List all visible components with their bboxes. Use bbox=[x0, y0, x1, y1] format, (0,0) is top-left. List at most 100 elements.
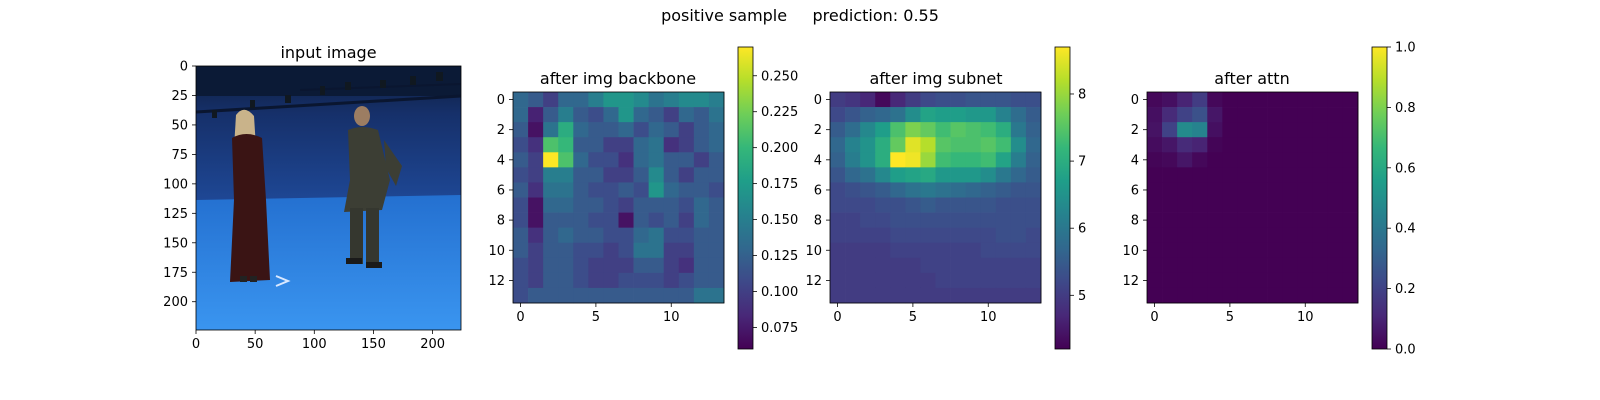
heatmap-cell bbox=[1327, 122, 1344, 138]
heatmap-cell bbox=[875, 272, 891, 289]
heatmap-cell bbox=[513, 137, 529, 153]
y-tick-label: 4 bbox=[814, 153, 822, 168]
heatmap-cell bbox=[995, 272, 1012, 289]
heatmap-cell bbox=[1237, 152, 1253, 168]
heatmap-cell bbox=[648, 242, 665, 259]
colorbar-tick-label: 7 bbox=[1078, 155, 1086, 170]
heatmap-cell bbox=[1267, 122, 1283, 138]
heatmap-cell bbox=[980, 182, 997, 198]
heatmap-cell bbox=[1312, 167, 1329, 183]
heatmap-cell bbox=[588, 287, 604, 304]
heatmap-cell bbox=[1237, 122, 1253, 138]
heatmap-cell bbox=[528, 167, 544, 183]
heatmap-cell bbox=[1177, 122, 1193, 138]
heatmap-cell bbox=[543, 197, 559, 213]
heatmap-cell bbox=[995, 167, 1012, 183]
heatmap-cell bbox=[950, 242, 966, 259]
colorbar-tick-label: 0.4 bbox=[1395, 222, 1416, 237]
heatmap-cell bbox=[1342, 152, 1359, 168]
heatmap-cell bbox=[1237, 182, 1253, 198]
heatmap-cell bbox=[1342, 257, 1359, 274]
heatmap-cell bbox=[1252, 227, 1268, 244]
heatmap-cell bbox=[603, 137, 619, 153]
heatmap-cell bbox=[1342, 227, 1359, 244]
heatmap-cell bbox=[558, 287, 574, 304]
heatmap-cell bbox=[1282, 227, 1299, 244]
heatmap-cell bbox=[935, 227, 951, 244]
heatmap-cell bbox=[920, 272, 936, 289]
heatmap-cell bbox=[1010, 242, 1027, 259]
heatmap-cell bbox=[513, 107, 529, 123]
heatmap-cell bbox=[1025, 212, 1042, 228]
heatmap-cell bbox=[1147, 287, 1163, 304]
heatmap-cell bbox=[905, 212, 921, 228]
heatmap-cell bbox=[573, 242, 589, 259]
heatmap-cell bbox=[1177, 242, 1193, 259]
heatmap-cell bbox=[1025, 92, 1042, 108]
heatmap-cell bbox=[1147, 182, 1163, 198]
heatmap-cell bbox=[1342, 92, 1359, 108]
heatmap-cell bbox=[678, 197, 695, 213]
heatmap-cell bbox=[1252, 182, 1268, 198]
heatmap-cell bbox=[875, 257, 891, 274]
heatmap-cell bbox=[1025, 167, 1042, 183]
heatmap-cell bbox=[995, 242, 1012, 259]
heatmap-cell bbox=[875, 122, 891, 138]
heatmap-cell bbox=[1267, 287, 1283, 304]
heatmap-cell bbox=[693, 197, 710, 213]
heatmap-cell bbox=[528, 137, 544, 153]
heatmap-cell bbox=[845, 167, 861, 183]
heatmap-cell bbox=[708, 287, 725, 304]
heatmap-cell bbox=[1252, 152, 1268, 168]
heatmap-cell bbox=[860, 107, 876, 123]
attn-colorbar bbox=[1372, 47, 1387, 349]
heatmap-cell bbox=[1252, 197, 1268, 213]
heatmap-cell bbox=[588, 122, 604, 138]
heatmap-cell bbox=[1207, 287, 1223, 304]
heatmap-cell bbox=[950, 212, 966, 228]
attn-heatmap-panel: after attn 0 5 10 0 2 4 6 8 10 12 0.0 0.2 0.4 0.6 0.8… bbox=[1122, 41, 1415, 358]
y-tick-label: 2 bbox=[1131, 123, 1139, 138]
colorbar-tick-label: 0.8 bbox=[1395, 101, 1416, 116]
heatmap-cell bbox=[875, 167, 891, 183]
heatmap-cell bbox=[860, 242, 876, 259]
x-tick-label: 5 bbox=[592, 310, 600, 325]
heatmap-cell bbox=[708, 242, 725, 259]
heatmap-cell bbox=[950, 257, 966, 274]
heatmap-cell bbox=[905, 272, 921, 289]
heatmap-cell bbox=[573, 272, 589, 289]
input-image bbox=[196, 66, 461, 330]
heatmap-cell bbox=[633, 107, 649, 123]
heatmap-cell bbox=[618, 227, 634, 244]
heatmap-cell bbox=[860, 197, 876, 213]
heatmap-cell bbox=[678, 212, 695, 228]
heatmap-cell bbox=[573, 197, 589, 213]
input-image-title: input image bbox=[280, 43, 376, 62]
heatmap-cell bbox=[663, 182, 680, 198]
heatmap-cell bbox=[1237, 272, 1253, 289]
heatmap-cell bbox=[528, 197, 544, 213]
heatmap-cell bbox=[678, 137, 695, 153]
colorbar-tick-label: 0.250 bbox=[761, 69, 798, 84]
heatmap-cell bbox=[1222, 137, 1238, 153]
heatmap-cell bbox=[830, 227, 846, 244]
y-tick-label: 6 bbox=[814, 183, 822, 198]
heatmap-cell bbox=[543, 272, 559, 289]
heatmap-cell bbox=[995, 287, 1012, 304]
y-tick-label: 8 bbox=[814, 214, 822, 229]
heatmap-cell bbox=[663, 242, 680, 259]
heatmap-cell bbox=[1147, 107, 1163, 123]
heatmap-cell bbox=[920, 137, 936, 153]
heatmap-cell bbox=[708, 152, 725, 168]
heatmap-cell bbox=[860, 272, 876, 289]
heatmap-cell bbox=[905, 122, 921, 138]
heatmap-cell bbox=[1222, 122, 1238, 138]
heatmap-cell bbox=[1297, 182, 1314, 198]
heatmap-cell bbox=[830, 257, 846, 274]
heatmap-cell bbox=[995, 212, 1012, 228]
y-tick-label: 8 bbox=[497, 214, 505, 229]
heatmap-cell bbox=[860, 257, 876, 274]
heatmap-cell bbox=[995, 152, 1012, 168]
heatmap-cell bbox=[1237, 167, 1253, 183]
heatmap-cell bbox=[1237, 92, 1253, 108]
